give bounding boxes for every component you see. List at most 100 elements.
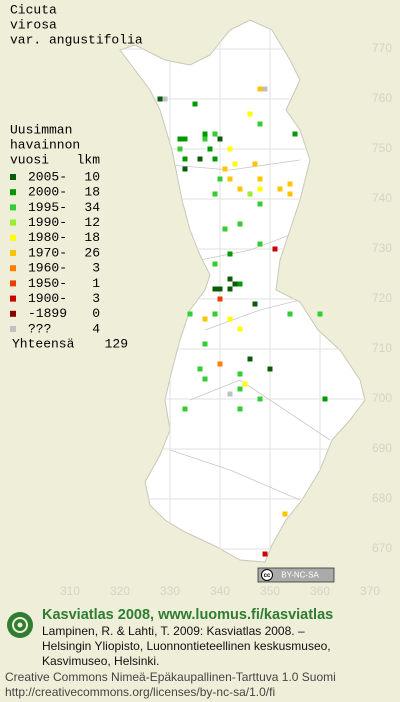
- observation: [317, 311, 323, 317]
- total-count: 129: [105, 337, 128, 352]
- observation: [212, 131, 218, 137]
- legend-swatch: [10, 174, 16, 180]
- legend-swatch: [10, 189, 16, 196]
- observation: [182, 156, 188, 162]
- observation: [202, 136, 208, 142]
- observation: [157, 96, 163, 102]
- legend-label: 1970-: [28, 245, 67, 260]
- observation: [212, 311, 218, 317]
- observation: [257, 86, 263, 92]
- observation: [222, 226, 228, 232]
- logo-spiral: [12, 617, 28, 633]
- observation: [232, 161, 238, 167]
- x-tick-label: 340: [210, 584, 230, 598]
- observation: [202, 376, 208, 382]
- legend-heading: Uusimman: [10, 122, 72, 137]
- observation: [237, 186, 243, 192]
- legend-swatch: [10, 234, 16, 241]
- legend-count: 26: [84, 245, 100, 260]
- legend-swatch: [10, 280, 16, 287]
- observation: [262, 86, 268, 92]
- observation: [257, 176, 263, 182]
- observation: [237, 326, 243, 332]
- legend-label: 1960-: [28, 261, 67, 276]
- license-line: Creative Commons Nimeä-Epäkaupallinen-Ta…: [5, 670, 336, 684]
- observation: [187, 311, 193, 317]
- observation: [247, 191, 253, 197]
- observation: [282, 511, 288, 517]
- y-tick-label: 750: [372, 141, 392, 155]
- legend-count: 12: [84, 215, 100, 230]
- legend-label: 1950-: [28, 276, 67, 291]
- title-line: Cicuta: [10, 2, 57, 17]
- x-tick-label: 320: [110, 584, 130, 598]
- observation: [257, 121, 263, 127]
- observation: [267, 366, 273, 372]
- badge-icon: [261, 569, 273, 581]
- y-tick-label: 710: [372, 341, 392, 355]
- observation: [227, 316, 233, 322]
- observation: [237, 221, 243, 227]
- legend-label: 1980-: [28, 230, 67, 245]
- y-tick-label: 670: [372, 541, 392, 555]
- legend-swatch: [10, 219, 16, 226]
- x-tick-label: 350: [260, 584, 280, 598]
- legend-count: 10: [84, 169, 100, 184]
- observation: [227, 251, 233, 257]
- y-tick-label: 690: [372, 441, 392, 455]
- y-tick-label: 770: [372, 41, 392, 55]
- observation: [212, 286, 218, 292]
- observation: [202, 316, 208, 322]
- badge-box: [257, 567, 335, 583]
- observation: [322, 396, 328, 402]
- y-tick-label: 700: [372, 391, 392, 405]
- license-line: http://creativecommons.org/licenses/by-n…: [5, 685, 275, 699]
- observation: [227, 176, 233, 182]
- observation: [202, 341, 208, 347]
- legend-label: 2005-: [28, 169, 67, 184]
- badge-icon-text: cc: [264, 573, 271, 579]
- legend-swatch: [10, 265, 16, 272]
- observation: [237, 406, 243, 412]
- province-borders: [169, 159, 331, 501]
- observation: [207, 146, 213, 152]
- legend-count: 4: [92, 321, 100, 336]
- legend-count: 18: [84, 185, 100, 200]
- y-tick-label: 680: [372, 491, 392, 505]
- legend-label: 1995-: [28, 200, 67, 215]
- legend-heading: havainnon: [10, 137, 80, 152]
- x-tick-label: 360: [310, 584, 330, 598]
- observation: [212, 191, 218, 197]
- y-tick-label: 720: [372, 291, 392, 305]
- legend-count: 3: [92, 261, 100, 276]
- legend-count: 3: [92, 291, 100, 306]
- legend-label: ???: [28, 321, 51, 336]
- y-tick-label: 740: [372, 191, 392, 205]
- observation: [212, 261, 218, 267]
- observations: [157, 86, 328, 557]
- legend-count: 1: [92, 276, 100, 291]
- observation: [237, 371, 243, 377]
- observation: [197, 156, 203, 162]
- observation: [287, 181, 293, 187]
- legend-label: 1900-: [28, 291, 67, 306]
- x-tick-label: 310: [60, 584, 80, 598]
- legend-swatch: [10, 250, 16, 256]
- footer: Kasviatlas 2008, www.luomus.fi/kasviatla…: [5, 607, 336, 699]
- legend-label: -1899: [28, 306, 67, 321]
- observation: [192, 101, 198, 107]
- observation: [262, 551, 268, 557]
- logo-center: [17, 622, 23, 628]
- observation: [292, 131, 298, 137]
- license-badge: cc BY-NC-SA: [257, 567, 335, 583]
- observation: [227, 391, 233, 397]
- headline: Kasviatlas 2008, www.luomus.fi/kasviatla…: [42, 607, 333, 623]
- observation: [247, 356, 253, 362]
- observation: [257, 186, 263, 192]
- observation: [177, 146, 183, 152]
- observation: [217, 361, 223, 367]
- total-label: Yhteensä: [12, 337, 75, 352]
- citation-line: Kasvimuseo, Helsinki.: [42, 654, 159, 668]
- badge-text: BY-NC-SA: [281, 571, 319, 580]
